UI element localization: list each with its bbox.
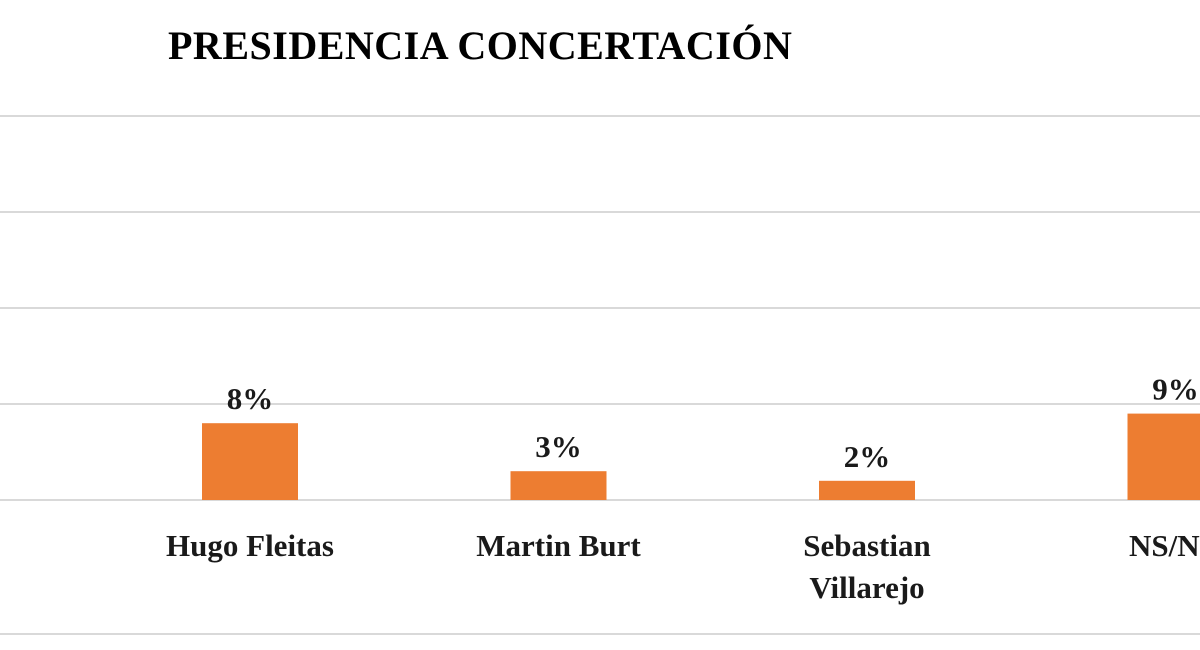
category-labels: Hugo Fleitas Martin Burt Sebastian Villarej… bbox=[166, 528, 1200, 605]
bar bbox=[1127, 413, 1200, 500]
data-label: 2% bbox=[844, 439, 891, 474]
category-label: Hugo Fleitas bbox=[166, 528, 334, 563]
bar bbox=[819, 480, 915, 500]
gridlines bbox=[0, 115, 1200, 635]
category-label: NS/NR bbox=[1129, 528, 1200, 563]
data-label: 8% bbox=[227, 381, 274, 416]
data-label: 9% bbox=[1152, 372, 1199, 407]
category-label: Martin Burt bbox=[476, 528, 641, 563]
bar bbox=[202, 423, 298, 500]
data-label: 3% bbox=[535, 429, 582, 464]
category-label: Sebastian Villarejo bbox=[803, 528, 930, 605]
bar bbox=[510, 471, 607, 500]
data-labels: 8% 3% 2% 9% bbox=[227, 372, 1199, 474]
bars bbox=[202, 413, 1200, 500]
chart-title: PRESIDENCIA CONCERTACIÓN bbox=[168, 23, 793, 68]
